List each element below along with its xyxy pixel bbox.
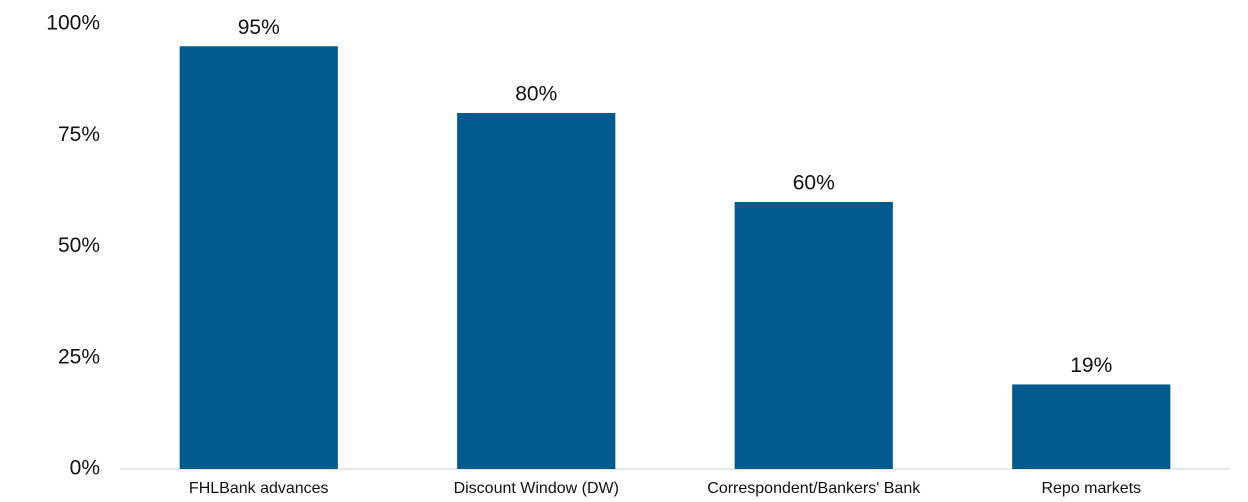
value-label: 80% (515, 83, 557, 106)
x-tick-label: Repo markets (1041, 480, 1141, 497)
bar (1012, 384, 1171, 469)
bar (179, 46, 338, 469)
x-tick-label: FHLBank advances (189, 480, 329, 497)
x-tick-label: Discount Window (DW) (454, 480, 619, 497)
y-tick-label: 75% (58, 123, 100, 146)
bar (734, 202, 893, 469)
value-label: 95% (238, 16, 280, 39)
y-tick-label: 25% (58, 345, 100, 368)
bar (457, 113, 616, 469)
value-label: 60% (793, 172, 835, 195)
y-tick-label: 0% (70, 457, 100, 480)
x-tick-label: Correspondent/Bankers' Bank (707, 480, 921, 497)
y-tick-label: 50% (58, 234, 100, 257)
value-label: 19% (1070, 354, 1112, 377)
y-tick-label: 100% (46, 12, 100, 35)
